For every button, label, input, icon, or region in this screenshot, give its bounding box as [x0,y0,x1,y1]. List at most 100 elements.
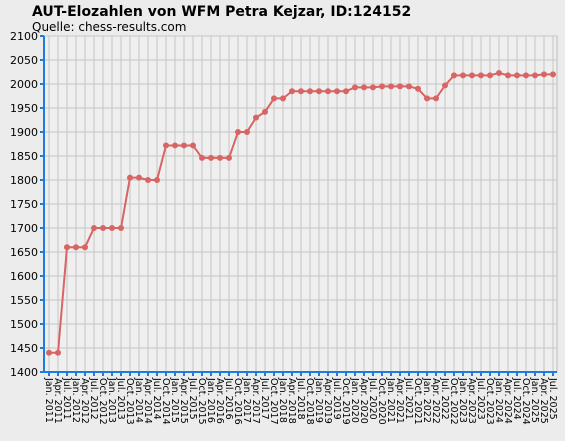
point [46,349,52,356]
point [361,84,367,91]
point [325,88,331,95]
x-tick-label: Apr. 2012 [79,378,90,424]
point [73,244,79,251]
x-tick-label: Jul. 2014 [151,377,162,420]
point [262,108,268,115]
point [145,177,151,183]
point [388,83,394,90]
x-tick-label: Jan. 2019 [313,377,324,423]
point [442,82,448,89]
point [514,72,520,79]
x-tick-label: Jul. 2011 [61,377,72,420]
point [523,72,529,79]
point [154,177,160,183]
x-tick-label: Jan. 2025 [529,377,540,423]
point [550,71,556,78]
point [397,83,403,90]
x-tick-label: Jan. 2012 [70,377,81,423]
x-tick-label: Oct. 2022 [448,378,459,425]
point [253,114,259,121]
point [163,142,169,149]
x-tick-label: Apr. 2017 [250,378,261,424]
y-tick-label: 1700 [10,222,38,235]
point [406,83,412,90]
point [379,83,385,90]
point [505,72,511,79]
x-tick-label: Oct. 2014 [160,378,171,425]
point [226,154,232,161]
x-tick-label: Jul. 2024 [511,377,522,420]
x-tick-label: Jul. 2022 [439,377,450,420]
point [478,72,484,79]
point [91,225,97,231]
y-tick-label: 1650 [10,246,38,259]
y-tick-label: 1800 [10,174,38,187]
y-tick-label: 2000 [10,78,38,91]
x-tick-label: Jul. 2016 [223,377,234,420]
y-tick-label: 1900 [10,126,38,139]
x-tick-label: Oct. 2019 [340,378,351,425]
point [172,142,178,149]
x-tick-label: Apr. 2014 [142,378,153,424]
x-tick-label: Apr. 2021 [394,378,405,424]
x-tick-label: Apr. 2016 [214,378,225,424]
x-tick-label: Oct. 2024 [520,378,531,425]
x-tick-label: Jan. 2023 [457,377,468,423]
point [136,174,142,181]
x-tick-label: Jul. 2013 [115,377,126,420]
x-tick-label: Apr. 2020 [358,378,369,424]
point [100,225,106,231]
point [181,142,187,149]
point [208,154,214,161]
point [541,71,547,78]
x-tick-label: Apr. 2024 [502,378,513,424]
point [352,84,358,91]
x-tick-label: Jan. 2018 [277,377,288,423]
x-tick-label: Oct. 2016 [232,378,243,425]
x-tick-label: Oct. 2012 [97,378,108,425]
x-tick-label: Apr. 2023 [466,378,477,424]
point [487,72,493,79]
point [109,225,115,231]
x-tick-label: Jul. 2015 [187,377,198,420]
y-tick-label: 1550 [10,294,38,307]
point [217,154,223,161]
point [190,142,196,149]
x-tick-label: Jul. 2017 [259,377,270,420]
point [451,72,457,79]
y-tick-label: 1850 [10,150,38,163]
point [82,244,88,251]
y-tick-label: 1450 [10,342,38,355]
point [271,95,277,102]
chart-title: AUT-Elozahlen von WFM Petra Kejzar, ID:1… [32,4,411,20]
point [415,85,421,92]
x-tick-label: Apr. 2019 [322,378,333,424]
x-tick-label: Jan. 2021 [385,377,396,423]
point [118,225,124,231]
x-tick-label: Oct. 2018 [304,378,315,425]
x-tick-label: Apr. 2011 [52,378,63,424]
point [64,244,70,251]
point [496,69,502,76]
x-tick-label: Apr. 2022 [430,378,441,424]
point [316,88,322,95]
point [307,88,313,95]
x-tick-label: Jul. 2018 [295,377,306,420]
x-tick-label: Jul. 2023 [475,377,486,420]
point [433,95,439,102]
point [370,84,376,91]
x-tick-label: Oct. 2017 [268,378,279,425]
y-tick-label: 1600 [10,270,38,283]
chart-subtitle: Quelle: chess-results.com [32,20,186,34]
point [289,88,295,95]
point [235,129,241,135]
point [199,154,205,161]
x-tick-label: Jul. 2020 [367,377,378,420]
x-tick-label: Jan. 2011 [43,377,54,423]
x-tick-label: Oct. 2023 [484,378,495,425]
x-tick-label: Jan. 2016 [205,377,216,423]
x-tick-label: Jul. 2019 [331,377,342,420]
y-tick-label: 2100 [10,30,38,43]
point [424,95,430,102]
